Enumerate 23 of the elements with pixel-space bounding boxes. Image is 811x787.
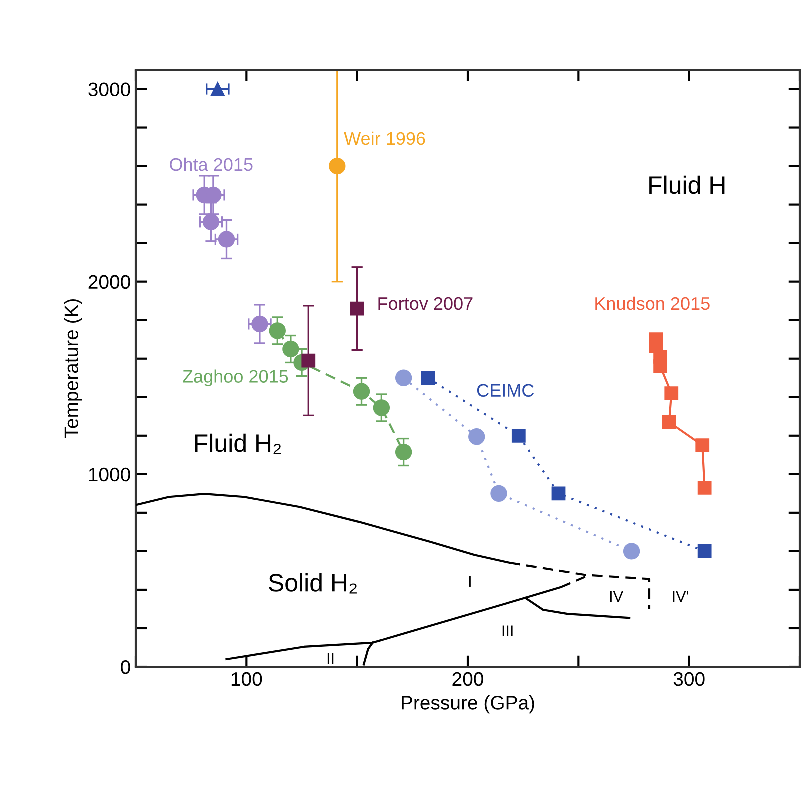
y-axis-title: Temperature (K) — [64, 299, 82, 438]
series-label: Knudson 2015 — [596, 296, 710, 310]
series-label: CEIMC — [477, 384, 534, 398]
annotation: IV — [610, 591, 624, 602]
x-tick-label: 300 — [674, 672, 705, 686]
series-label: Zaghoo 2015 — [183, 370, 288, 387]
annotation: II — [328, 654, 334, 664]
series-label: Weir 1996 — [344, 132, 426, 146]
x-axis-title: Pressure (GPa) — [402, 696, 534, 714]
y-tick-label: 0 — [121, 660, 130, 674]
x-tick-label: 200 — [452, 672, 484, 686]
annotation: III — [502, 626, 513, 636]
annotation: I — [470, 576, 471, 587]
y-tick-label: 2000 — [88, 275, 130, 290]
annotation: Fluid H₂ — [195, 434, 282, 454]
y-tick-label: 1000 — [89, 468, 130, 482]
y-tick-label: 3000 — [88, 82, 130, 96]
annotation: Fluid H — [650, 176, 725, 194]
annotation: Solid H₂ — [269, 574, 357, 594]
annotation: IV' — [673, 591, 688, 602]
x-tick-label: 100 — [232, 672, 262, 686]
series-label: Ohta 2015 — [170, 158, 253, 172]
series-label: Fortov 2007 — [378, 297, 473, 310]
